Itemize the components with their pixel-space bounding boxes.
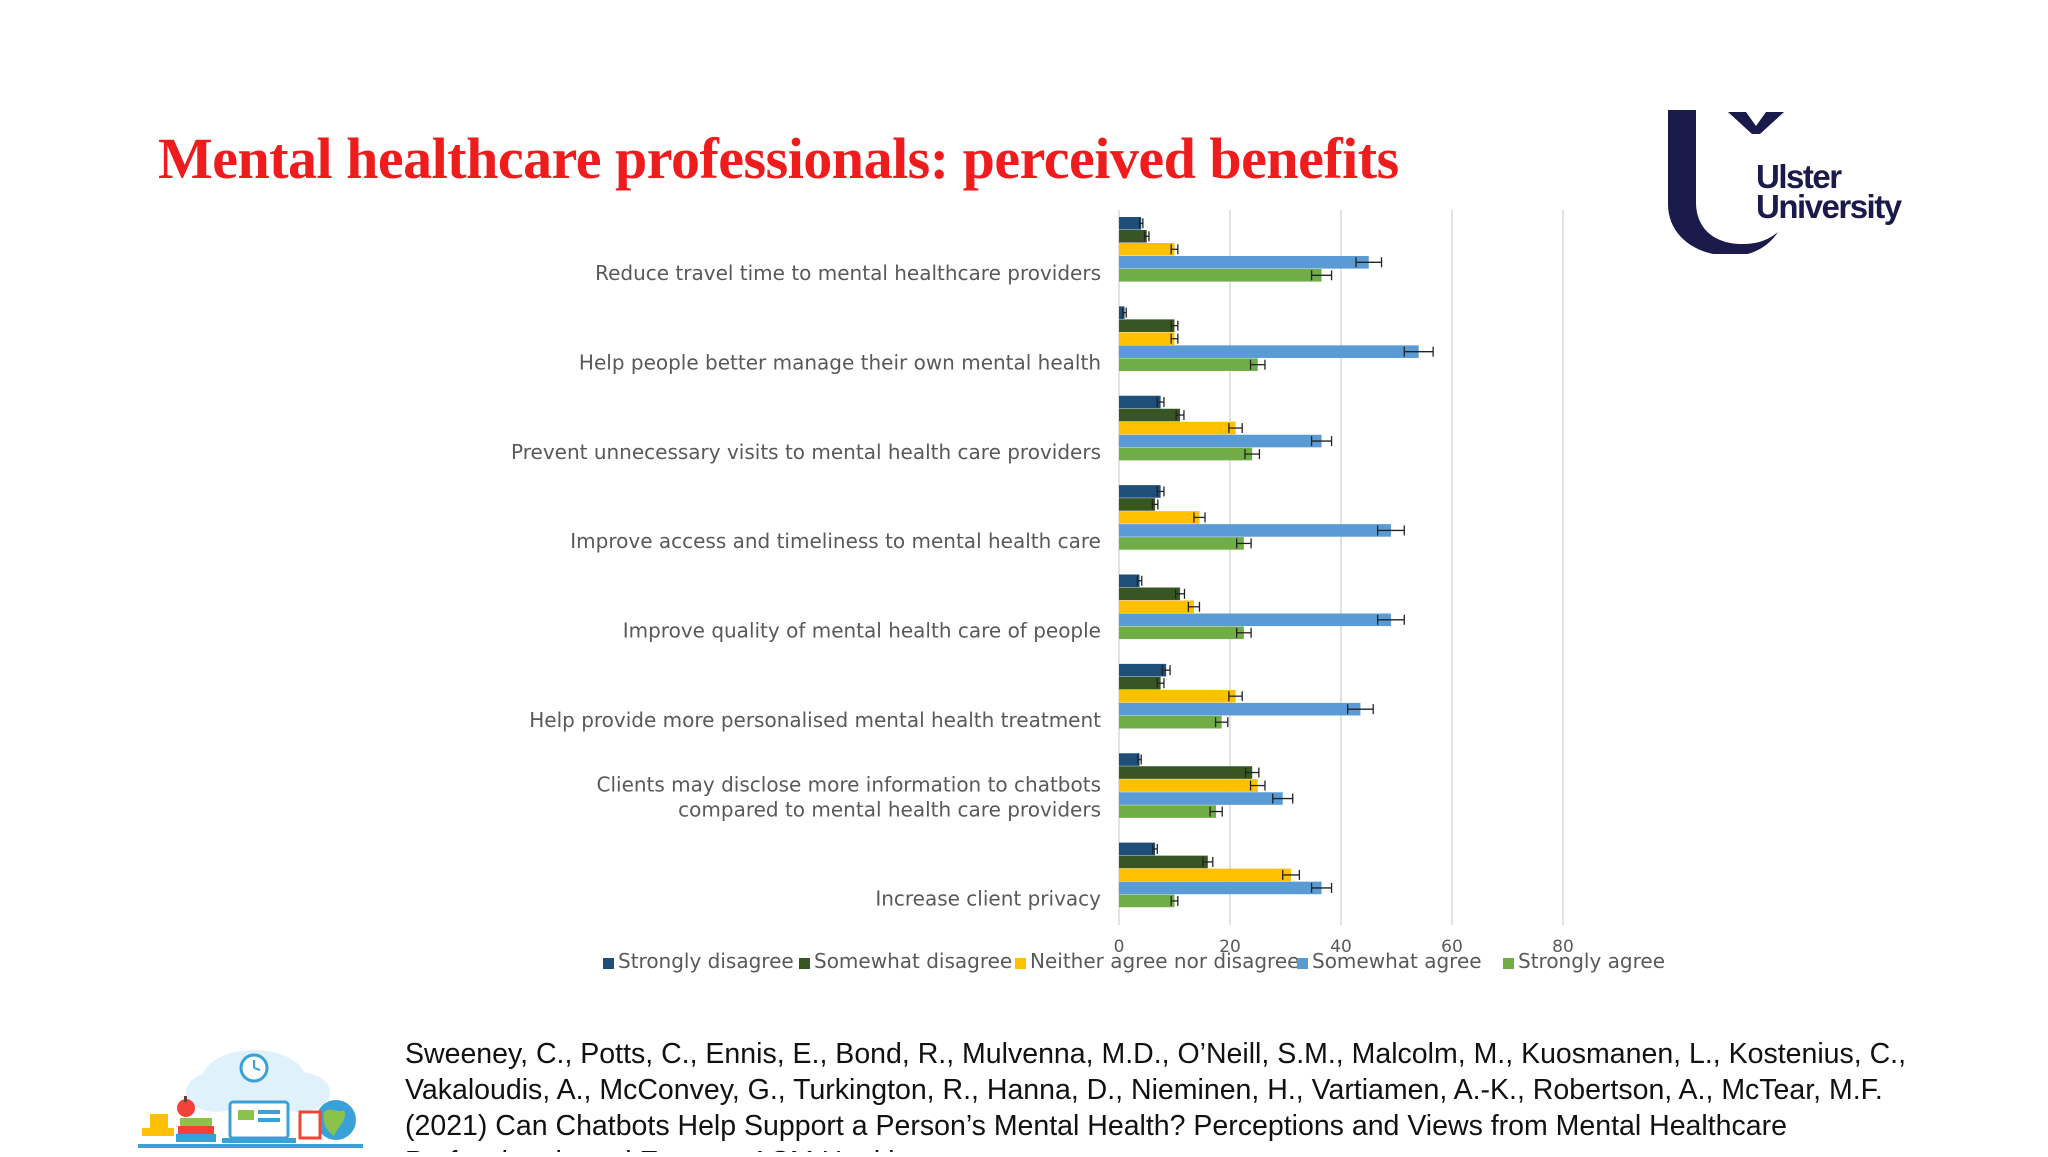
bar: [1119, 537, 1244, 550]
category-label: Reduce travel time to mental healthcare …: [595, 261, 1101, 285]
bar: [1119, 689, 1236, 703]
legend-label: Strongly agree: [1518, 949, 1665, 973]
bar: [1119, 421, 1236, 435]
bar: [1119, 600, 1194, 614]
bar: [1119, 587, 1181, 601]
bar: [1119, 358, 1258, 371]
category-label: Help provide more personalised mental he…: [529, 708, 1101, 732]
logo-text-ulster: Ulster: [1756, 158, 1842, 195]
bar: [1119, 613, 1391, 627]
legend-label: Neither agree nor disagree: [1030, 949, 1299, 973]
legend-swatch: [1503, 958, 1514, 969]
legend-swatch: [1015, 958, 1026, 969]
bar: [1119, 792, 1283, 805]
bar: [1119, 676, 1161, 690]
bar: [1119, 447, 1253, 461]
bar: [1119, 243, 1175, 256]
slide-title: Mental healthcare professionals: perceiv…: [158, 126, 1399, 191]
bar: [1119, 574, 1140, 588]
bar: [1119, 498, 1156, 511]
bar: [1119, 319, 1175, 332]
bar: [1119, 511, 1200, 524]
bar: [1119, 345, 1419, 358]
category-label: compared to mental health care providers: [678, 797, 1101, 821]
bar: [1119, 766, 1253, 779]
bar: [1119, 485, 1161, 498]
bar: [1119, 753, 1140, 766]
x-tick-label: 40: [1330, 937, 1352, 957]
bar: [1119, 256, 1369, 269]
bar: [1119, 626, 1244, 640]
category-label: Improve quality of mental health care of…: [623, 619, 1101, 643]
bar: [1119, 805, 1217, 818]
legend-label: Strongly disagree: [618, 949, 794, 973]
category-label: Clients may disclose more information to…: [596, 772, 1101, 796]
bar: [1119, 269, 1322, 282]
bar: [1119, 663, 1167, 677]
bar: [1119, 230, 1147, 243]
bar: [1119, 332, 1175, 345]
category-label: Improve access and timeliness to mental …: [570, 529, 1101, 553]
bar: [1119, 395, 1161, 409]
bar: [1119, 408, 1181, 422]
legend-swatch: [799, 958, 810, 969]
bar: [1119, 217, 1142, 230]
logo-mark-icon: [1668, 110, 1784, 254]
bar: [1119, 855, 1208, 869]
bar: [1119, 842, 1156, 856]
x-tick-label: 0: [1114, 937, 1125, 957]
legend-swatch: [1297, 958, 1308, 969]
category-label: Help people better manage their own ment…: [579, 350, 1101, 374]
bar: [1119, 881, 1322, 895]
bar: [1119, 306, 1125, 319]
bar: [1119, 894, 1175, 908]
category-label: Increase client privacy: [875, 887, 1101, 911]
ulster-university-logo: Ulster University: [1668, 104, 1918, 254]
bar: [1119, 868, 1292, 882]
bar: [1119, 524, 1391, 537]
bar: [1119, 702, 1361, 716]
citation-text: Sweeney, C., Potts, C., Ennis, E., Bond,…: [405, 1038, 1907, 1152]
legend-swatch: [603, 958, 614, 969]
x-tick-label: 20: [1219, 937, 1241, 957]
bar: [1119, 715, 1222, 729]
bar-chart: 0 20 40 60 80 Reduce travel time to mental he…: [511, 210, 1665, 973]
bar: [1119, 434, 1322, 448]
x-tick-label: 80: [1552, 937, 1574, 957]
illustration: [138, 1040, 363, 1152]
bar: [1119, 779, 1258, 792]
category-label: Prevent unnecessary visits to mental hea…: [511, 440, 1101, 464]
x-tick-label: 60: [1441, 937, 1463, 957]
legend-label: Somewhat disagree: [814, 949, 1012, 973]
logo-text-university: University: [1756, 188, 1902, 225]
legend-label: Somewhat agree: [1312, 949, 1482, 973]
